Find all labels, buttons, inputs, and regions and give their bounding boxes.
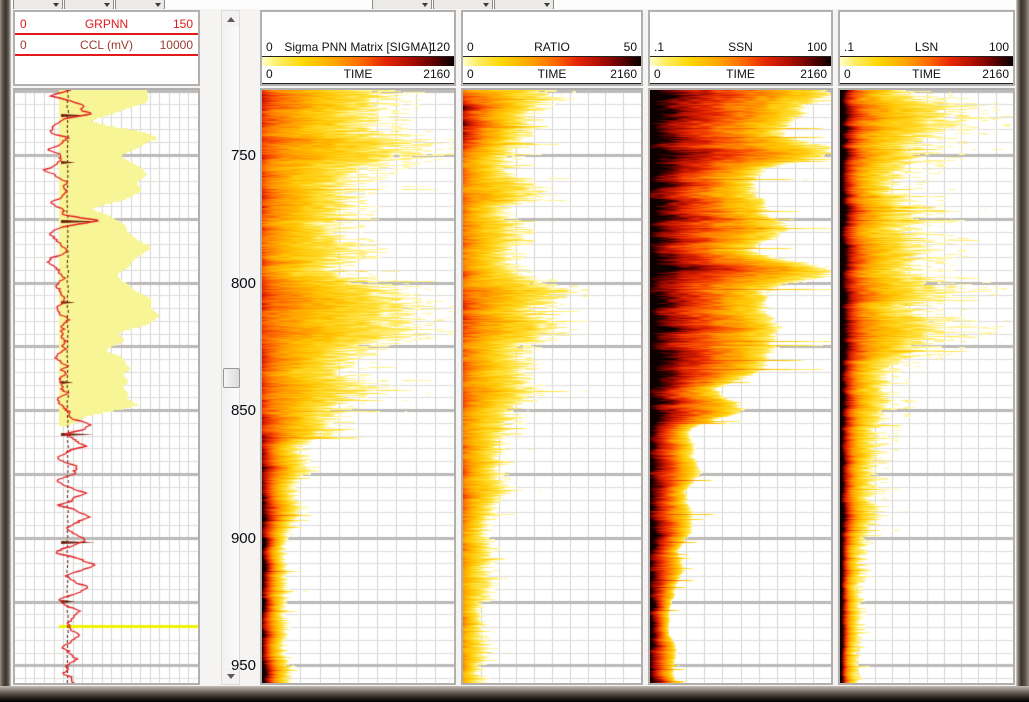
track-body-ssn[interactable] [648, 88, 833, 685]
ccl-label: CCL (mV) [80, 37, 133, 52]
ssn-heatmap-canvas[interactable] [650, 90, 831, 683]
scroll-up-button[interactable] [222, 11, 239, 27]
lsn-max: 100 [988, 40, 1009, 54]
toolbar-button-fragment[interactable] [13, 0, 63, 9]
sigma-heatmap-canvas[interactable] [262, 90, 454, 683]
ccl-min: 0 [20, 37, 27, 52]
lsn-title: LSN [914, 40, 939, 54]
sigma-max: 120 [429, 40, 450, 54]
time-max: 2160 [423, 67, 450, 81]
ratio-max: 50 [623, 40, 637, 54]
ssn-title: SSN [728, 40, 753, 54]
track-header-sigma: 0 Sigma PNN Matrix [SIGMA] 120 0 TIME 21… [260, 10, 456, 86]
track-header-ratio: 0 RATIO 50 0 TIME 2160 [461, 10, 643, 86]
toolbar-button-fragment[interactable] [494, 0, 554, 9]
ssn-colormap-bar [650, 57, 831, 66]
window-bottom-border [0, 686, 1029, 702]
vertical-scrollbar[interactable] [221, 10, 240, 685]
scroll-down-button[interactable] [222, 668, 239, 684]
gr-track-header: 0 GRPNN 150 0 CCL (mV) 10000 [13, 10, 200, 86]
grpnn-scale-row[interactable]: 0 GRPNN 150 [15, 14, 198, 35]
grpnn-min: 0 [20, 16, 27, 31]
chevron-down-icon [104, 3, 110, 7]
time-min: 0 [844, 67, 851, 81]
toolbar-strip [0, 0, 1029, 9]
sigma-title: Sigma PNN Matrix [SIGMA] [284, 40, 432, 54]
lsn-time-row[interactable]: 0 TIME 2160 [840, 66, 1013, 84]
ratio-colormap-bar [463, 57, 641, 66]
ratio-time-row[interactable]: 0 TIME 2160 [463, 66, 641, 84]
ssn-min: .1 [654, 40, 665, 54]
sigma-time-row[interactable]: 0 TIME 2160 [262, 66, 454, 84]
time-label: TIME [343, 67, 373, 81]
toolbar-button-fragment[interactable] [433, 0, 493, 9]
window-left-border [0, 0, 11, 702]
window-right-border [1016, 0, 1029, 702]
ratio-min: 0 [467, 40, 474, 54]
time-min: 0 [654, 67, 661, 81]
scrollbar-thumb[interactable] [223, 368, 240, 388]
time-label: TIME [726, 67, 755, 81]
time-min: 0 [467, 67, 474, 81]
ratio-scale-row[interactable]: 0 RATIO 50 [463, 39, 641, 57]
time-min: 0 [266, 67, 273, 81]
sigma-colormap-bar [262, 57, 454, 66]
ccl-scale-row[interactable]: 0 CCL (mV) 10000 [15, 35, 198, 56]
time-max: 2160 [610, 67, 637, 81]
arrow-down-icon [226, 673, 235, 679]
chevron-down-icon [544, 3, 550, 7]
chevron-down-icon [53, 3, 59, 7]
time-label: TIME [912, 67, 941, 81]
sigma-min: 0 [266, 40, 273, 54]
ccl-max: 10000 [159, 37, 193, 52]
chevron-down-icon [155, 3, 161, 7]
track-body-lsn[interactable] [838, 88, 1015, 685]
track-header-lsn: .1 LSN 100 0 TIME 2160 [838, 10, 1015, 86]
lsn-min: .1 [844, 40, 855, 54]
track-header-ssn: .1 SSN 100 0 TIME 2160 [648, 10, 833, 86]
grpnn-label: GRPNN [84, 16, 129, 31]
time-max: 2160 [982, 67, 1009, 81]
track-body-ratio[interactable] [461, 88, 643, 685]
sigma-scale-row[interactable]: 0 Sigma PNN Matrix [SIGMA] 120 [262, 39, 454, 57]
ssn-scale-row[interactable]: .1 SSN 100 [650, 39, 831, 57]
toolbar-button-fragment[interactable] [372, 0, 432, 9]
lsn-scale-row[interactable]: .1 LSN 100 [840, 39, 1013, 57]
time-max: 2160 [800, 67, 827, 81]
ratio-title: RATIO [534, 40, 570, 54]
chevron-down-icon [422, 3, 428, 7]
toolbar-button-fragment[interactable] [64, 0, 114, 9]
toolbar-button-fragment[interactable] [115, 0, 165, 9]
lsn-heatmap-canvas[interactable] [840, 90, 1013, 683]
grpnn-max: 150 [172, 16, 193, 31]
arrow-up-icon [226, 16, 235, 22]
ratio-heatmap-canvas[interactable] [463, 90, 641, 683]
ssn-time-row[interactable]: 0 TIME 2160 [650, 66, 831, 84]
track-body-sigma[interactable] [260, 88, 456, 685]
gr-track-body[interactable] [13, 88, 200, 685]
time-label: TIME [537, 67, 567, 81]
chevron-down-icon [483, 3, 489, 7]
gr-track-canvas[interactable] [15, 90, 198, 683]
ssn-max: 100 [806, 40, 827, 54]
lsn-colormap-bar [840, 57, 1013, 66]
